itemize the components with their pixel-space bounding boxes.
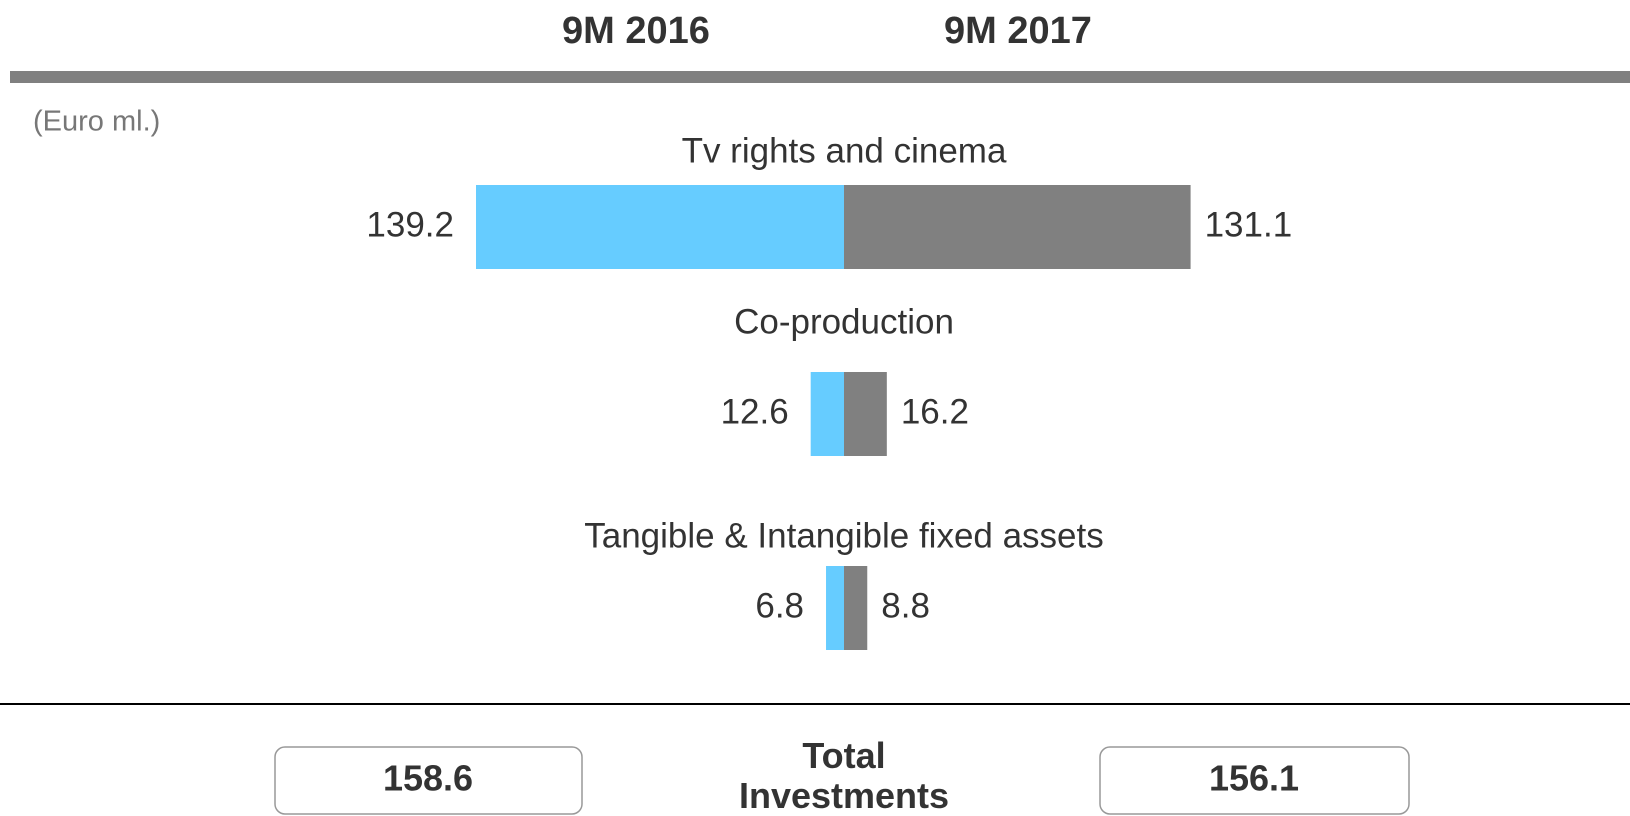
header-band xyxy=(10,71,1630,83)
value-label: 12.6 xyxy=(721,392,789,431)
total-value: 158.6 xyxy=(383,758,473,799)
value-label: 16.2 xyxy=(901,392,969,431)
total-box xyxy=(274,746,583,815)
bar xyxy=(826,566,844,650)
unit-label: (Euro ml.) xyxy=(33,106,160,138)
category-title: Co-production xyxy=(734,302,954,341)
category-title: Tangible & Intangible fixed assets xyxy=(584,516,1104,555)
value-label: 139.2 xyxy=(366,205,454,244)
value-label: 8.8 xyxy=(881,586,930,625)
category-title: Tv rights and cinema xyxy=(682,131,1007,170)
bar xyxy=(844,566,868,650)
total-label: Total Investments xyxy=(738,735,950,816)
bar xyxy=(810,372,844,456)
total-box xyxy=(1099,746,1410,815)
series-header: 9M 2017 xyxy=(944,10,1092,52)
bar xyxy=(476,185,844,269)
bar xyxy=(844,372,887,456)
series-header: 9M 2016 xyxy=(562,10,710,52)
value-label: 131.1 xyxy=(1205,205,1293,244)
total-value: 156.1 xyxy=(1209,758,1299,799)
value-label: 6.8 xyxy=(755,586,804,625)
bar xyxy=(844,185,1191,269)
